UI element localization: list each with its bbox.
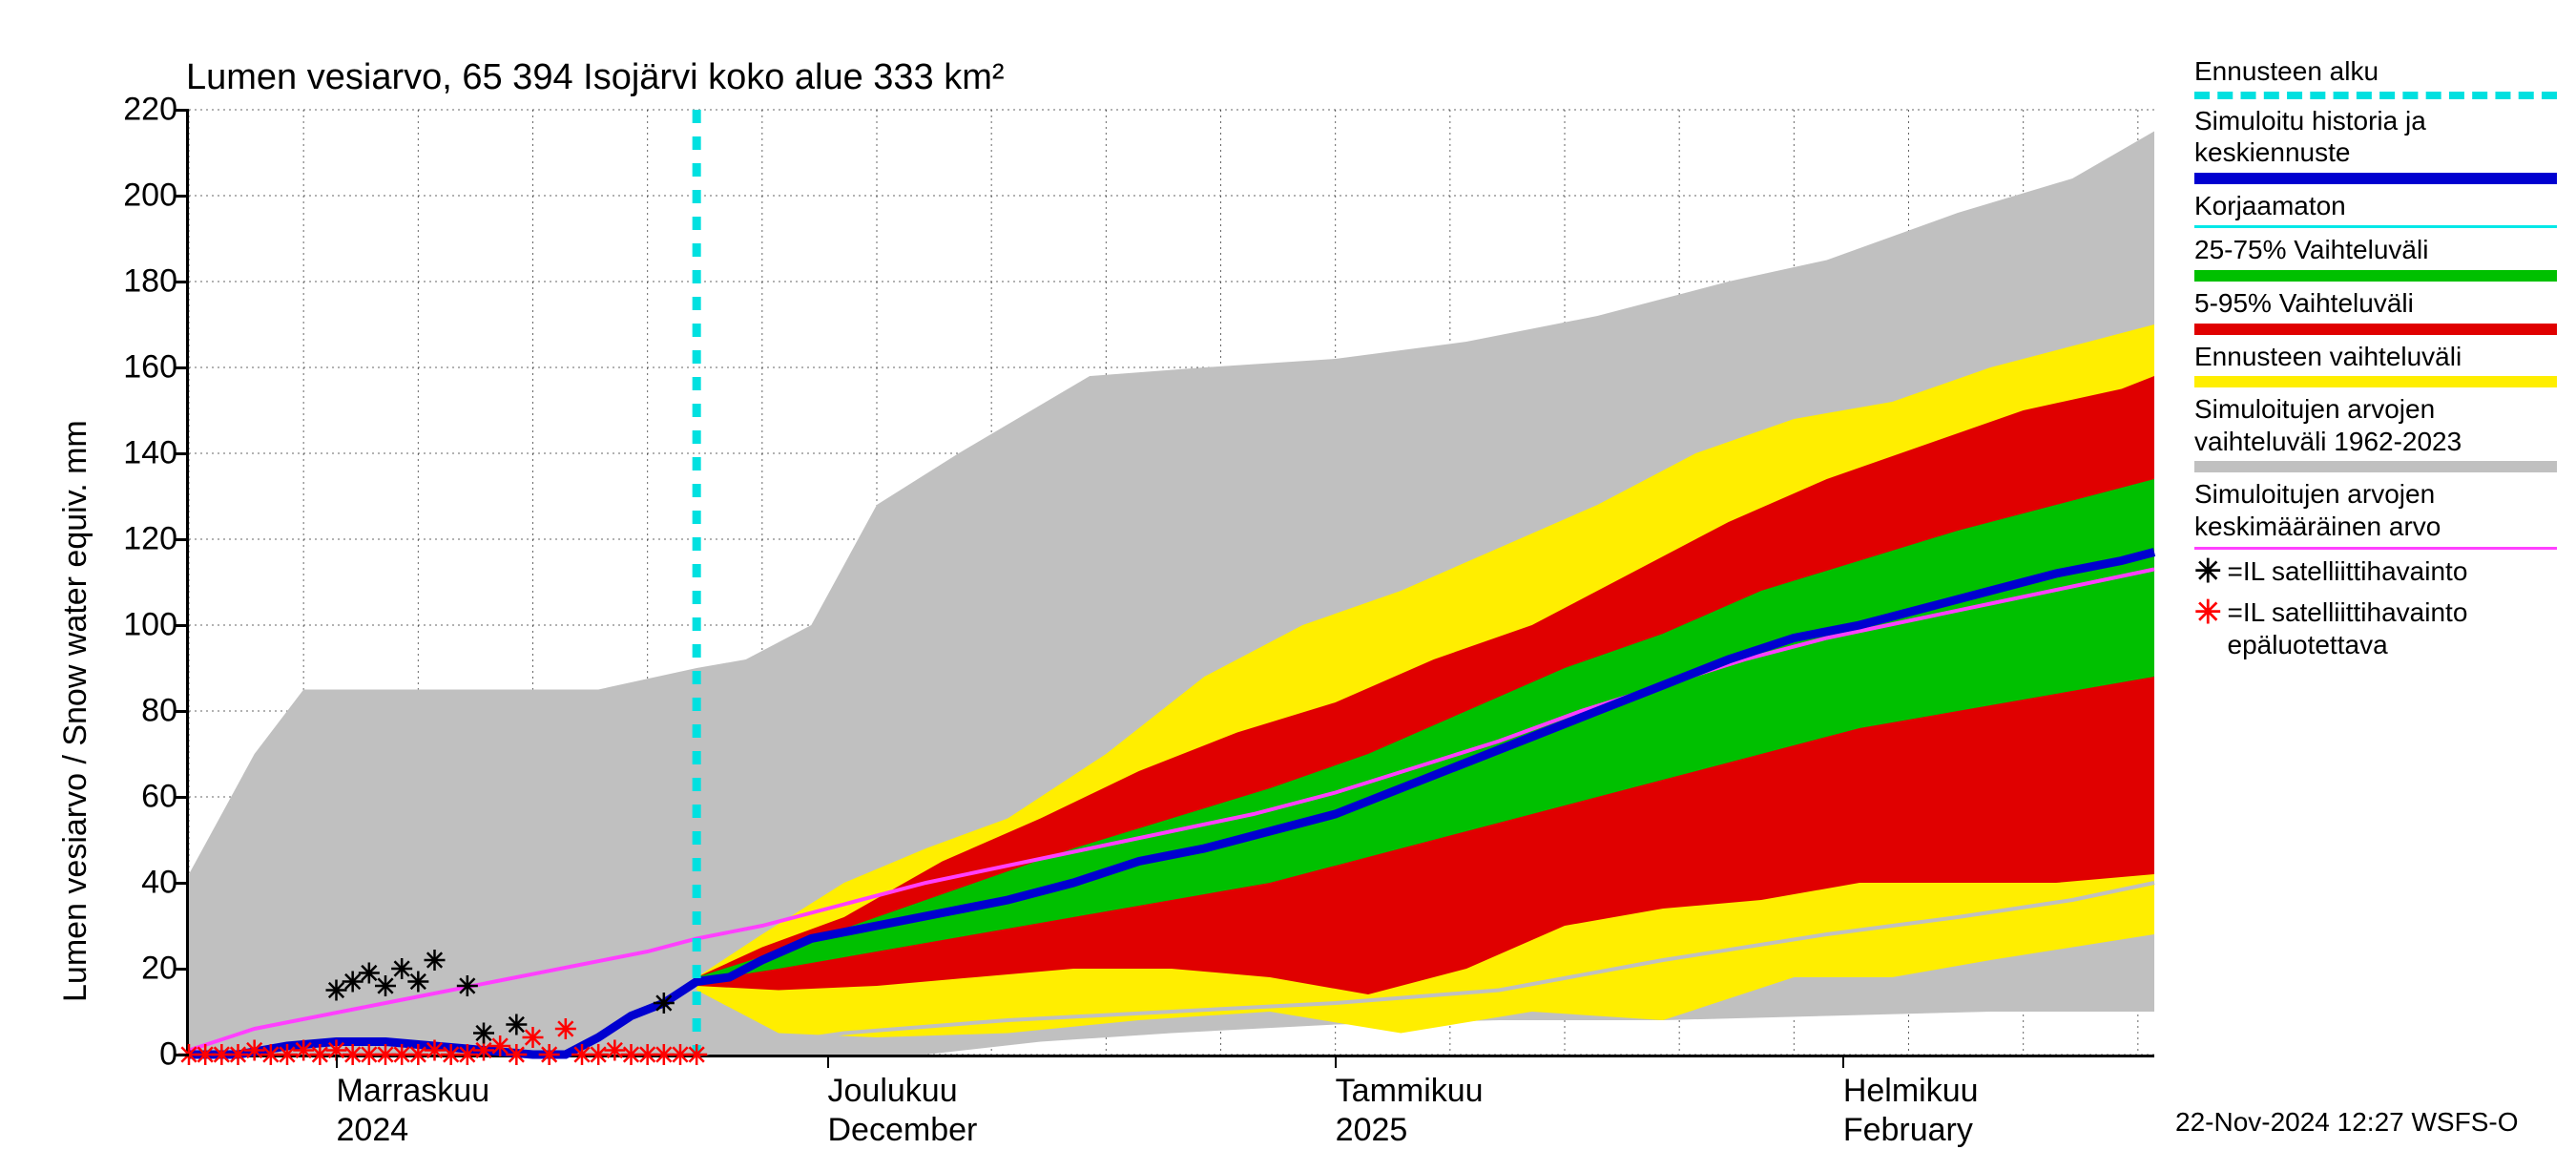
legend-item: ✳=IL satelliittihavainto (2194, 555, 2557, 592)
satellite-point-unreliable (523, 1027, 544, 1048)
y-tick-mark (176, 452, 189, 455)
y-tick-mark (176, 538, 189, 541)
x-month-label: Joulukuu December (828, 1072, 978, 1150)
legend-label: =IL satelliittihavainto (2228, 555, 2468, 588)
y-tick-mark (176, 968, 189, 971)
satellite-point (375, 975, 396, 996)
legend-label: Ennusteen alku (2194, 55, 2557, 88)
satellite-point (326, 980, 347, 1001)
legend-label: 5-95% Vaihteluväli (2194, 287, 2557, 320)
y-tick-label: 60 (141, 779, 177, 816)
legend-swatch (2194, 376, 2557, 387)
y-tick-mark (176, 109, 189, 112)
legend-item: Ennusteen vaihteluväli (2194, 341, 2557, 388)
satellite-point (654, 993, 675, 1014)
satellite-point (457, 975, 478, 996)
legend-label: Simuloitu historia ja keskiennuste (2194, 105, 2557, 169)
y-tick-mark (176, 882, 189, 885)
y-tick-mark (176, 366, 189, 369)
x-month-label: Helmikuu February (1843, 1072, 1979, 1150)
footer-timestamp: 22-Nov-2024 12:27 WSFS-O (2175, 1107, 2519, 1138)
legend-swatch (2194, 270, 2557, 282)
legend-item: 5-95% Vaihteluväli (2194, 287, 2557, 335)
y-tick-label: 40 (141, 865, 177, 902)
legend-item: Korjaamaton (2194, 190, 2557, 229)
satellite-point (473, 1023, 494, 1044)
satellite-point-unreliable (293, 1040, 314, 1061)
legend-label: Simuloitujen arvojen keskimääräinen arvo (2194, 478, 2557, 542)
y-tick-label: 20 (141, 951, 177, 988)
y-tick-label: 180 (123, 263, 177, 301)
legend-item: Simuloitujen arvojen vaihteluväli 1962-2… (2194, 393, 2557, 472)
plot-area: 020406080100120140160180200220Marraskuu … (186, 110, 2154, 1057)
legend-swatch (2194, 324, 2557, 335)
legend-swatch (2194, 461, 2557, 472)
legend-label: Ennusteen vaihteluväli (2194, 341, 2557, 373)
x-month-tick (1842, 1055, 1844, 1068)
satellite-point-unreliable (425, 1040, 446, 1061)
y-tick-label: 120 (123, 521, 177, 558)
satellite-point-unreliable (539, 1044, 560, 1065)
legend-label: 25-75% Vaihteluväli (2194, 234, 2557, 266)
legend-label: =IL satelliittihavainto epäluotettava (2228, 596, 2558, 660)
legend-item: 25-75% Vaihteluväli (2194, 234, 2557, 282)
legend-item: Simuloitujen arvojen keskimääräinen arvo (2194, 478, 2557, 549)
y-tick-label: 160 (123, 349, 177, 387)
y-tick-label: 220 (123, 92, 177, 129)
x-month-label: Marraskuu 2024 (337, 1072, 490, 1150)
y-tick-label: 140 (123, 435, 177, 472)
satellite-point-unreliable (588, 1044, 609, 1065)
x-month-tick (336, 1055, 338, 1068)
legend-label: Korjaamaton (2194, 190, 2557, 222)
legend-marker-icon: ✳ (2194, 555, 2222, 588)
satellite-point-unreliable (457, 1044, 478, 1065)
satellite-point-unreliable (555, 1018, 576, 1039)
plot-svg (189, 110, 2154, 1055)
y-tick-label: 200 (123, 178, 177, 215)
legend-swatch (2194, 547, 2557, 550)
satellite-point-unreliable (228, 1044, 249, 1065)
legend-swatch (2194, 173, 2557, 184)
y-tick-mark (176, 195, 189, 198)
legend-marker-icon: ✳ (2194, 596, 2222, 629)
satellite-point-unreliable (407, 1044, 428, 1065)
satellite-point (506, 1014, 527, 1035)
satellite-point-unreliable (277, 1044, 298, 1065)
satellite-point-unreliable (604, 1040, 625, 1061)
y-tick-mark (176, 796, 189, 799)
legend-swatch (2194, 225, 2557, 228)
legend-item: ✳=IL satelliittihavainto epäluotettava (2194, 596, 2557, 664)
legend-item: Simuloitu historia ja keskiennuste (2194, 105, 2557, 184)
x-month-tick (827, 1055, 829, 1068)
y-tick-mark (176, 1054, 189, 1056)
satellite-point-unreliable (244, 1040, 265, 1061)
chart-container: Lumen vesiarvo, 65 394 Isojärvi koko alu… (0, 0, 2576, 1145)
x-month-label: Tammikuu 2025 (1336, 1072, 1484, 1150)
legend-swatch (2194, 92, 2557, 99)
y-tick-mark (176, 624, 189, 627)
x-month-tick (1335, 1055, 1337, 1068)
satellite-point-unreliable (489, 1035, 510, 1056)
y-tick-label: 100 (123, 607, 177, 644)
y-tick-mark (176, 281, 189, 283)
satellite-point-unreliable (309, 1044, 330, 1065)
y-axis-label: Lumen vesiarvo / Snow water equiv. mm (57, 420, 94, 1002)
y-tick-mark (176, 710, 189, 713)
legend: Ennusteen alku Simuloitu historia ja kesk… (2194, 55, 2557, 670)
satellite-point-unreliable (506, 1044, 527, 1065)
y-tick-label: 80 (141, 693, 177, 730)
satellite-point-unreliable (686, 1044, 707, 1065)
legend-item: Ennusteen alku (2194, 55, 2557, 99)
chart-title: Lumen vesiarvo, 65 394 Isojärvi koko alu… (186, 57, 1005, 98)
legend-label: Simuloitujen arvojen vaihteluväli 1962-2… (2194, 393, 2557, 457)
